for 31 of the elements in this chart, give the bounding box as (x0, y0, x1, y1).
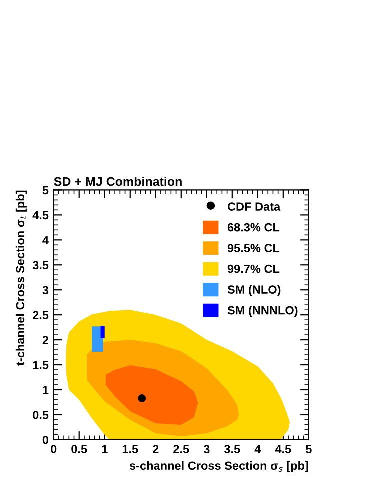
y-tick-label: 4 (42, 236, 49, 244)
y-tick-label: 0.5 (33, 411, 49, 420)
x-tick-label: 3 (204, 445, 210, 454)
legend-label: 68.3% CL (228, 223, 280, 232)
y-tick-label: 1 (43, 386, 49, 394)
x-tick-label: 2.5 (174, 445, 190, 454)
x-tick-label: 0 (51, 445, 57, 454)
y-tick-label: 4.5 (32, 211, 49, 220)
x-tick-label: 4.5 (275, 445, 292, 454)
y-tick-label: 1.5 (33, 361, 49, 370)
x-tick-label: 2 (153, 445, 159, 454)
x-tick-label: 1 (102, 445, 108, 454)
legend-label: CDF Data (228, 202, 281, 211)
y-axis-title: t-channel Cross Section σ$_{t}$ [pb] (16, 190, 27, 366)
legend-label: 99.7% CL (228, 264, 280, 274)
y-tick-label: 3.5 (32, 261, 49, 270)
x-tick-label: 5 (306, 445, 312, 454)
y-tick-label: 2.5 (32, 311, 49, 320)
y-tick-label: 0 (42, 436, 49, 444)
chart-title: SD + MJ Combination (54, 176, 182, 186)
y-tick-label: 3 (42, 286, 49, 295)
y-tick-label: 2 (42, 336, 49, 344)
x-tick-label: 4 (254, 445, 262, 454)
x-tick-label: 3.5 (224, 445, 240, 454)
x-axis-title: s-channel Cross Section σ$_{s}$ [pb] (130, 461, 308, 472)
legend-label: 95.5% CL (228, 244, 280, 252)
legend-label: SM (NNNLO) (228, 306, 298, 318)
y-tick-label: 5 (42, 186, 49, 195)
x-tick-label: 0.5 (72, 445, 88, 454)
legend-label: SM (NLO) (228, 285, 281, 296)
x-tick-label: 1.5 (122, 445, 138, 454)
